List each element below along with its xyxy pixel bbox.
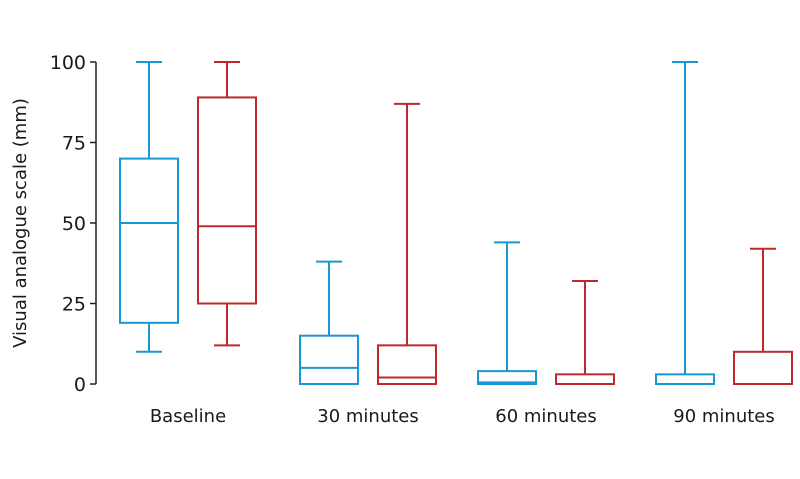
iqr-box [477, 370, 537, 385]
x-axis-labels: Baseline 30 minutes 60 minutes 90 minutes [150, 406, 775, 427]
y-tick-label: 50 [62, 213, 86, 235]
box-2-1 [377, 102, 437, 385]
y-tick-label: 100 [50, 52, 86, 74]
box-2-0 [197, 61, 257, 347]
y-tick-label: 75 [62, 133, 86, 155]
iqr-box [555, 373, 615, 385]
x-category-label: Baseline [150, 406, 226, 427]
box-1-1 [299, 260, 359, 386]
box-2-3 [733, 247, 793, 385]
iqr-box [377, 344, 437, 385]
x-category-label: 60 minutes [495, 406, 597, 427]
iqr-box [299, 334, 359, 386]
x-category-label: 90 minutes [673, 406, 775, 427]
iqr-box [197, 96, 257, 305]
box-1-0 [119, 61, 179, 353]
y-axis-title: Visual analogue scale (mm) [10, 98, 31, 348]
x-category-label: 30 minutes [317, 406, 419, 427]
box-1-3 [655, 61, 715, 385]
y-tick-label: 0 [74, 374, 86, 396]
iqr-box [655, 373, 715, 385]
iqr-box [119, 157, 179, 324]
iqr-box [733, 350, 793, 385]
box-1-2 [477, 241, 537, 385]
y-ticks: 0 25 50 75 100 [50, 52, 96, 396]
box-2-2 [555, 279, 615, 385]
boxes [119, 61, 793, 386]
y-tick-label: 25 [62, 294, 86, 316]
